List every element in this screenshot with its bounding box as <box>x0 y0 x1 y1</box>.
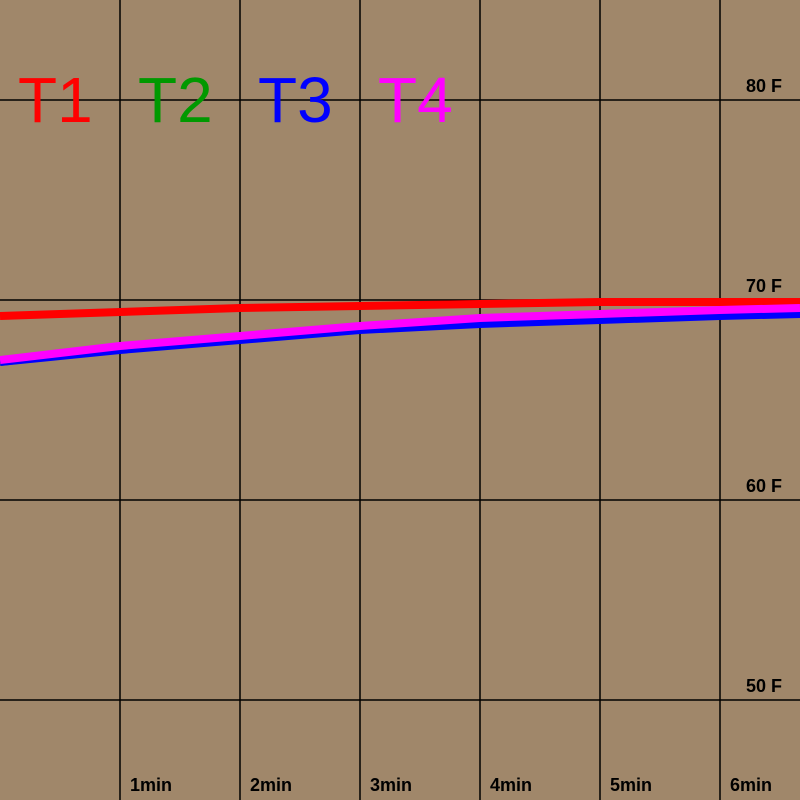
x-tick-label-3: 4min <box>490 775 532 795</box>
x-tick-label-1: 2min <box>250 775 292 795</box>
legend-entry-t2: T2 <box>138 64 213 136</box>
legend-entry-t1: T1 <box>18 64 93 136</box>
x-tick-label-0: 1min <box>130 775 172 795</box>
legend-entry-t4: T4 <box>378 64 453 136</box>
x-tick-labels: 1min 2min 3min 4min 5min 6min <box>130 775 772 795</box>
series-line-t1 <box>0 298 800 320</box>
y-tick-label-3: 50 F <box>746 676 782 696</box>
legend-entry-t3: T3 <box>258 64 333 136</box>
x-tick-label-5: 6min <box>730 775 772 795</box>
x-tick-label-2: 3min <box>370 775 412 795</box>
x-tick-label-4: 5min <box>610 775 652 795</box>
y-tick-label-0: 80 F <box>746 76 782 96</box>
series-line-t4 <box>0 304 800 364</box>
series-lines <box>0 298 800 366</box>
y-tick-label-1: 70 F <box>746 276 782 296</box>
y-tick-labels: 80 F 70 F 60 F 50 F <box>746 76 782 696</box>
legend: T1 T2 T3 T4 <box>18 64 453 136</box>
vertical-gridlines <box>119 0 721 800</box>
y-tick-label-2: 60 F <box>746 476 782 496</box>
